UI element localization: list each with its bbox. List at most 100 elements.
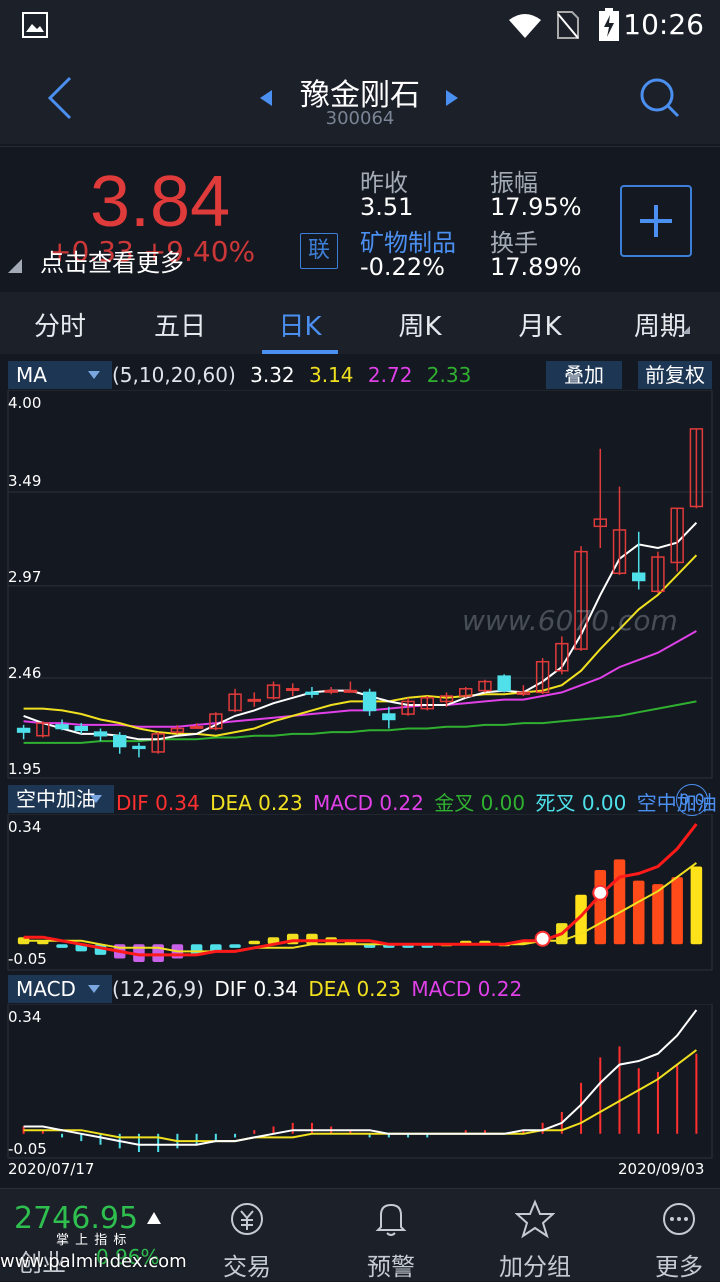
macd-select[interactable]: MACD bbox=[8, 975, 112, 1003]
triangle-up-icon bbox=[147, 1212, 161, 1224]
amplitude-value: 17.95% bbox=[490, 193, 582, 221]
macd-macd-label: MACD bbox=[411, 977, 472, 1001]
ma10-value: 3.14 bbox=[309, 363, 354, 387]
more-icon bbox=[663, 1203, 695, 1235]
candle-down bbox=[132, 745, 146, 750]
nav-add-group[interactable]: 加分组 bbox=[463, 1189, 607, 1281]
adjust-button[interactable]: 前复权 bbox=[638, 361, 712, 389]
nav-trade[interactable]: 交易 bbox=[175, 1189, 319, 1281]
candle-up bbox=[209, 713, 223, 730]
next-stock-icon[interactable] bbox=[444, 88, 460, 108]
linked-button[interactable]: 联 bbox=[300, 233, 338, 269]
indicator-bar bbox=[248, 940, 261, 945]
candle-up bbox=[228, 693, 242, 712]
macd-dif-value: 0.34 bbox=[253, 977, 299, 1001]
candle-down bbox=[74, 725, 88, 732]
candle-down bbox=[305, 691, 319, 695]
indicator-bar bbox=[690, 866, 703, 945]
nav-add-group-label: 加分组 bbox=[499, 1253, 571, 1281]
prev-stock-icon[interactable] bbox=[258, 88, 274, 108]
ma60-line bbox=[23, 700, 697, 744]
candle-up bbox=[266, 684, 281, 699]
y-label-2: 3.49 bbox=[8, 472, 42, 490]
candle-up bbox=[401, 700, 415, 715]
indicator-dea-line bbox=[23, 862, 697, 953]
star-icon bbox=[515, 1199, 555, 1239]
indicator-bar bbox=[306, 933, 318, 945]
stock-code: 300064 bbox=[325, 108, 395, 129]
active-tab-indicator bbox=[262, 350, 338, 354]
candle-up bbox=[670, 507, 684, 564]
candle-up bbox=[574, 550, 588, 650]
dea-label: DEA bbox=[210, 791, 252, 815]
candle-down bbox=[497, 675, 511, 692]
wifi-icon bbox=[509, 14, 541, 38]
back-icon[interactable] bbox=[44, 76, 74, 120]
ma10-line bbox=[23, 554, 698, 737]
overlay-button[interactable]: 叠加 bbox=[546, 361, 622, 389]
indicator-bar bbox=[671, 877, 683, 945]
ma-select[interactable]: MA bbox=[8, 361, 112, 389]
macd-dif-line bbox=[23, 1009, 698, 1146]
index-change: 0.96% bbox=[96, 1245, 160, 1269]
dea-value: 0.23 bbox=[258, 791, 303, 815]
watermark-text: www.6070.com bbox=[462, 604, 678, 637]
tab-weekly-k[interactable]: 周K bbox=[398, 312, 442, 342]
period-dropdown-icon bbox=[682, 326, 690, 334]
y-label-bottom: 1.95 bbox=[8, 760, 42, 778]
bottom-nav: 2746.95 创业 0.96% 掌 上 指 标 www.palmindex.c… bbox=[0, 1188, 720, 1281]
status-time: 10:26 bbox=[623, 8, 704, 41]
air-refuel-indicator-chart[interactable] bbox=[0, 814, 720, 972]
air-refuel-value[interactable]: 0.0 bbox=[676, 784, 708, 816]
search-icon[interactable] bbox=[638, 76, 682, 120]
candle-up bbox=[535, 660, 550, 694]
dif-value: 0.34 bbox=[155, 791, 200, 815]
chevron-down-icon bbox=[88, 371, 100, 379]
overlay-url: www.palmindex.com bbox=[0, 1251, 187, 1272]
overlay-title: 掌 上 指 标 bbox=[56, 1233, 128, 1248]
tab-period[interactable]: 周期 bbox=[633, 312, 686, 342]
candle-down bbox=[55, 724, 69, 730]
ma20-value: 2.72 bbox=[367, 363, 413, 387]
y-label-top: 4.00 bbox=[8, 394, 42, 412]
add-watchlist-button[interactable] bbox=[620, 185, 692, 257]
amplitude-label: 振幅 bbox=[490, 169, 538, 197]
view-more-link[interactable]: 点击查看更多 bbox=[40, 249, 184, 277]
index-value: 2746.95 bbox=[14, 1201, 139, 1236]
candle-up bbox=[651, 556, 665, 593]
candle-up bbox=[420, 697, 434, 710]
dead-cross-label: 死叉 bbox=[535, 791, 576, 815]
ma20-line bbox=[23, 630, 697, 728]
turnover-label: 换手 bbox=[490, 229, 538, 257]
macd-y-bottom: -0.05 bbox=[8, 1140, 47, 1158]
candle-up bbox=[324, 689, 338, 693]
indicator-bar bbox=[632, 880, 645, 945]
indicator-bar bbox=[210, 944, 222, 952]
indicator-select[interactable]: 空中加油 bbox=[8, 785, 114, 813]
tab-monthly-k[interactable]: 月K bbox=[518, 312, 562, 342]
chevron-down-icon bbox=[90, 795, 102, 803]
nav-alert[interactable]: 预警 bbox=[319, 1189, 463, 1281]
tab-daily-k[interactable]: 日K bbox=[278, 312, 322, 342]
status-bar: 10:26 bbox=[0, 0, 720, 52]
y-label-4: 2.46 bbox=[8, 664, 42, 682]
nav-more[interactable]: 更多 bbox=[607, 1189, 720, 1281]
index-widget[interactable]: 2746.95 创业 0.96% 掌 上 指 标 www.palmindex.c… bbox=[0, 1189, 187, 1281]
macd-chart[interactable] bbox=[0, 1004, 720, 1160]
candle-up bbox=[439, 695, 454, 703]
indicator-bar bbox=[594, 870, 607, 945]
macd-dea-value: 0.23 bbox=[356, 977, 401, 1001]
indicator-select-label: 空中加油 bbox=[16, 787, 96, 811]
tab-five-day[interactable]: 五日 bbox=[153, 312, 206, 342]
industry-change: -0.22% bbox=[360, 253, 445, 281]
tab-intraday[interactable]: 分时 bbox=[33, 312, 86, 342]
industry-link[interactable]: 矿物制品 bbox=[360, 229, 456, 257]
period-tabs: 分时 五日 日K 周K 月K 周期 bbox=[0, 292, 720, 354]
candlestick-chart[interactable] bbox=[0, 390, 720, 780]
nav-more-label: 更多 bbox=[655, 1253, 703, 1281]
header-bar: 豫金刚石 300064 bbox=[0, 52, 720, 144]
overlay-button-label: 叠加 bbox=[564, 363, 604, 387]
candle-up bbox=[151, 733, 165, 753]
candle-down bbox=[113, 734, 127, 748]
indicator-values: DIF 0.34 DEA 0.23 MACD 0.22 金叉 0.00 死叉 0… bbox=[116, 787, 717, 816]
